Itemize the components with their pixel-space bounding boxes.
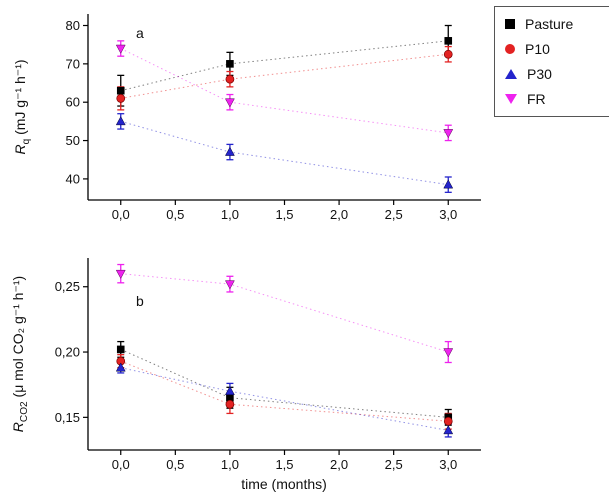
y-axis-symbol-a: R — [12, 144, 29, 155]
data-point-marker — [224, 98, 235, 108]
legend-label-pasture: Pasture — [525, 16, 574, 32]
data-point-marker — [443, 179, 454, 189]
x-tick-label: 1,5 — [275, 207, 293, 222]
panel-letter-label: b — [136, 293, 144, 309]
p10-circle-icon — [505, 44, 515, 54]
x-tick-label: 1,5 — [275, 457, 293, 472]
data-point-marker — [115, 362, 126, 372]
data-point-marker — [116, 345, 125, 354]
fr-triangle-down-icon — [505, 94, 517, 104]
series-connector-line — [120, 348, 449, 418]
data-point-marker — [444, 37, 453, 45]
data-point-marker — [443, 348, 454, 358]
x-tick-label: 3,0 — [439, 207, 457, 222]
data-point-marker — [116, 86, 125, 95]
y-axis-units-b: (μ mol CO₂ g⁻¹ h⁻¹) — [10, 275, 27, 402]
x-tick-label: 2,5 — [385, 457, 403, 472]
series-connector-line — [120, 273, 449, 353]
x-tick-label: 3,0 — [439, 457, 457, 472]
data-point-marker — [224, 385, 235, 395]
data-point-marker — [115, 116, 126, 126]
y-tick-label: 40 — [66, 171, 80, 186]
x-tick-label: 0,5 — [166, 457, 184, 472]
series-connector-line — [120, 53, 449, 99]
legend-label-p30: P30 — [527, 66, 552, 82]
series-connector-line — [120, 360, 449, 422]
y-tick-label: 0,20 — [55, 345, 80, 360]
legend-box: Pasture P10 P30 FR — [494, 6, 609, 117]
series-connector-line — [120, 367, 449, 431]
data-point-marker — [224, 280, 235, 290]
x-tick-label: 1,0 — [221, 207, 239, 222]
y-axis-label-panel-a: Rq (mJ g⁻¹ h⁻¹) — [12, 59, 32, 154]
y-tick-label: 60 — [66, 95, 80, 110]
x-tick-label: 2,0 — [330, 207, 348, 222]
x-tick-label: 1,0 — [221, 457, 239, 472]
series-connector-line — [120, 120, 449, 186]
y-axis-label-panel-b: RCO2 (μ mol CO₂ g⁻¹ h⁻¹) — [10, 276, 30, 432]
data-point-marker — [443, 49, 453, 59]
y-tick-label: 80 — [66, 18, 80, 33]
x-tick-label: 0,0 — [112, 207, 130, 222]
panel-letter-label: a — [136, 25, 144, 41]
data-point-marker — [225, 399, 235, 409]
y-tick-label: 50 — [66, 133, 80, 148]
data-point-marker — [226, 60, 234, 68]
x-tick-label: 2,0 — [330, 457, 348, 472]
pasture-square-icon — [505, 19, 515, 29]
y-axis-units-a: (mJ g⁻¹ h⁻¹) — [12, 59, 29, 139]
data-point-marker — [116, 94, 126, 103]
y-axis-subscript-a: q — [20, 138, 32, 145]
y-axis-subscript-b: CO2 — [18, 401, 30, 423]
legend-label-p10: P10 — [525, 41, 550, 57]
data-point-marker — [115, 44, 126, 54]
y-tick-label: 0,15 — [55, 410, 80, 425]
y-axis-symbol-b: R — [10, 422, 27, 433]
p30-triangle-up-icon — [505, 69, 517, 79]
legend-item-pasture: Pasture — [505, 16, 601, 32]
data-point-marker — [443, 425, 454, 435]
x-tick-label: 0,5 — [166, 207, 184, 222]
legend-item-fr: FR — [505, 91, 601, 107]
x-tick-label: 2,5 — [385, 207, 403, 222]
data-point-marker — [115, 269, 126, 279]
data-point-marker — [224, 146, 235, 156]
data-point-marker — [443, 129, 454, 139]
data-point-marker — [443, 416, 453, 426]
legend-label-fr: FR — [527, 91, 546, 107]
legend-item-p30: P30 — [505, 66, 601, 82]
x-tick-label: 0,0 — [112, 457, 130, 472]
y-tick-label: 70 — [66, 56, 80, 71]
y-tick-label: 0,25 — [55, 279, 80, 294]
x-axis-label: time (months) — [241, 476, 327, 492]
legend-item-p10: P10 — [505, 41, 601, 57]
series-connector-line — [120, 40, 449, 92]
data-point-marker — [225, 74, 235, 84]
series-connector-line — [120, 48, 449, 134]
